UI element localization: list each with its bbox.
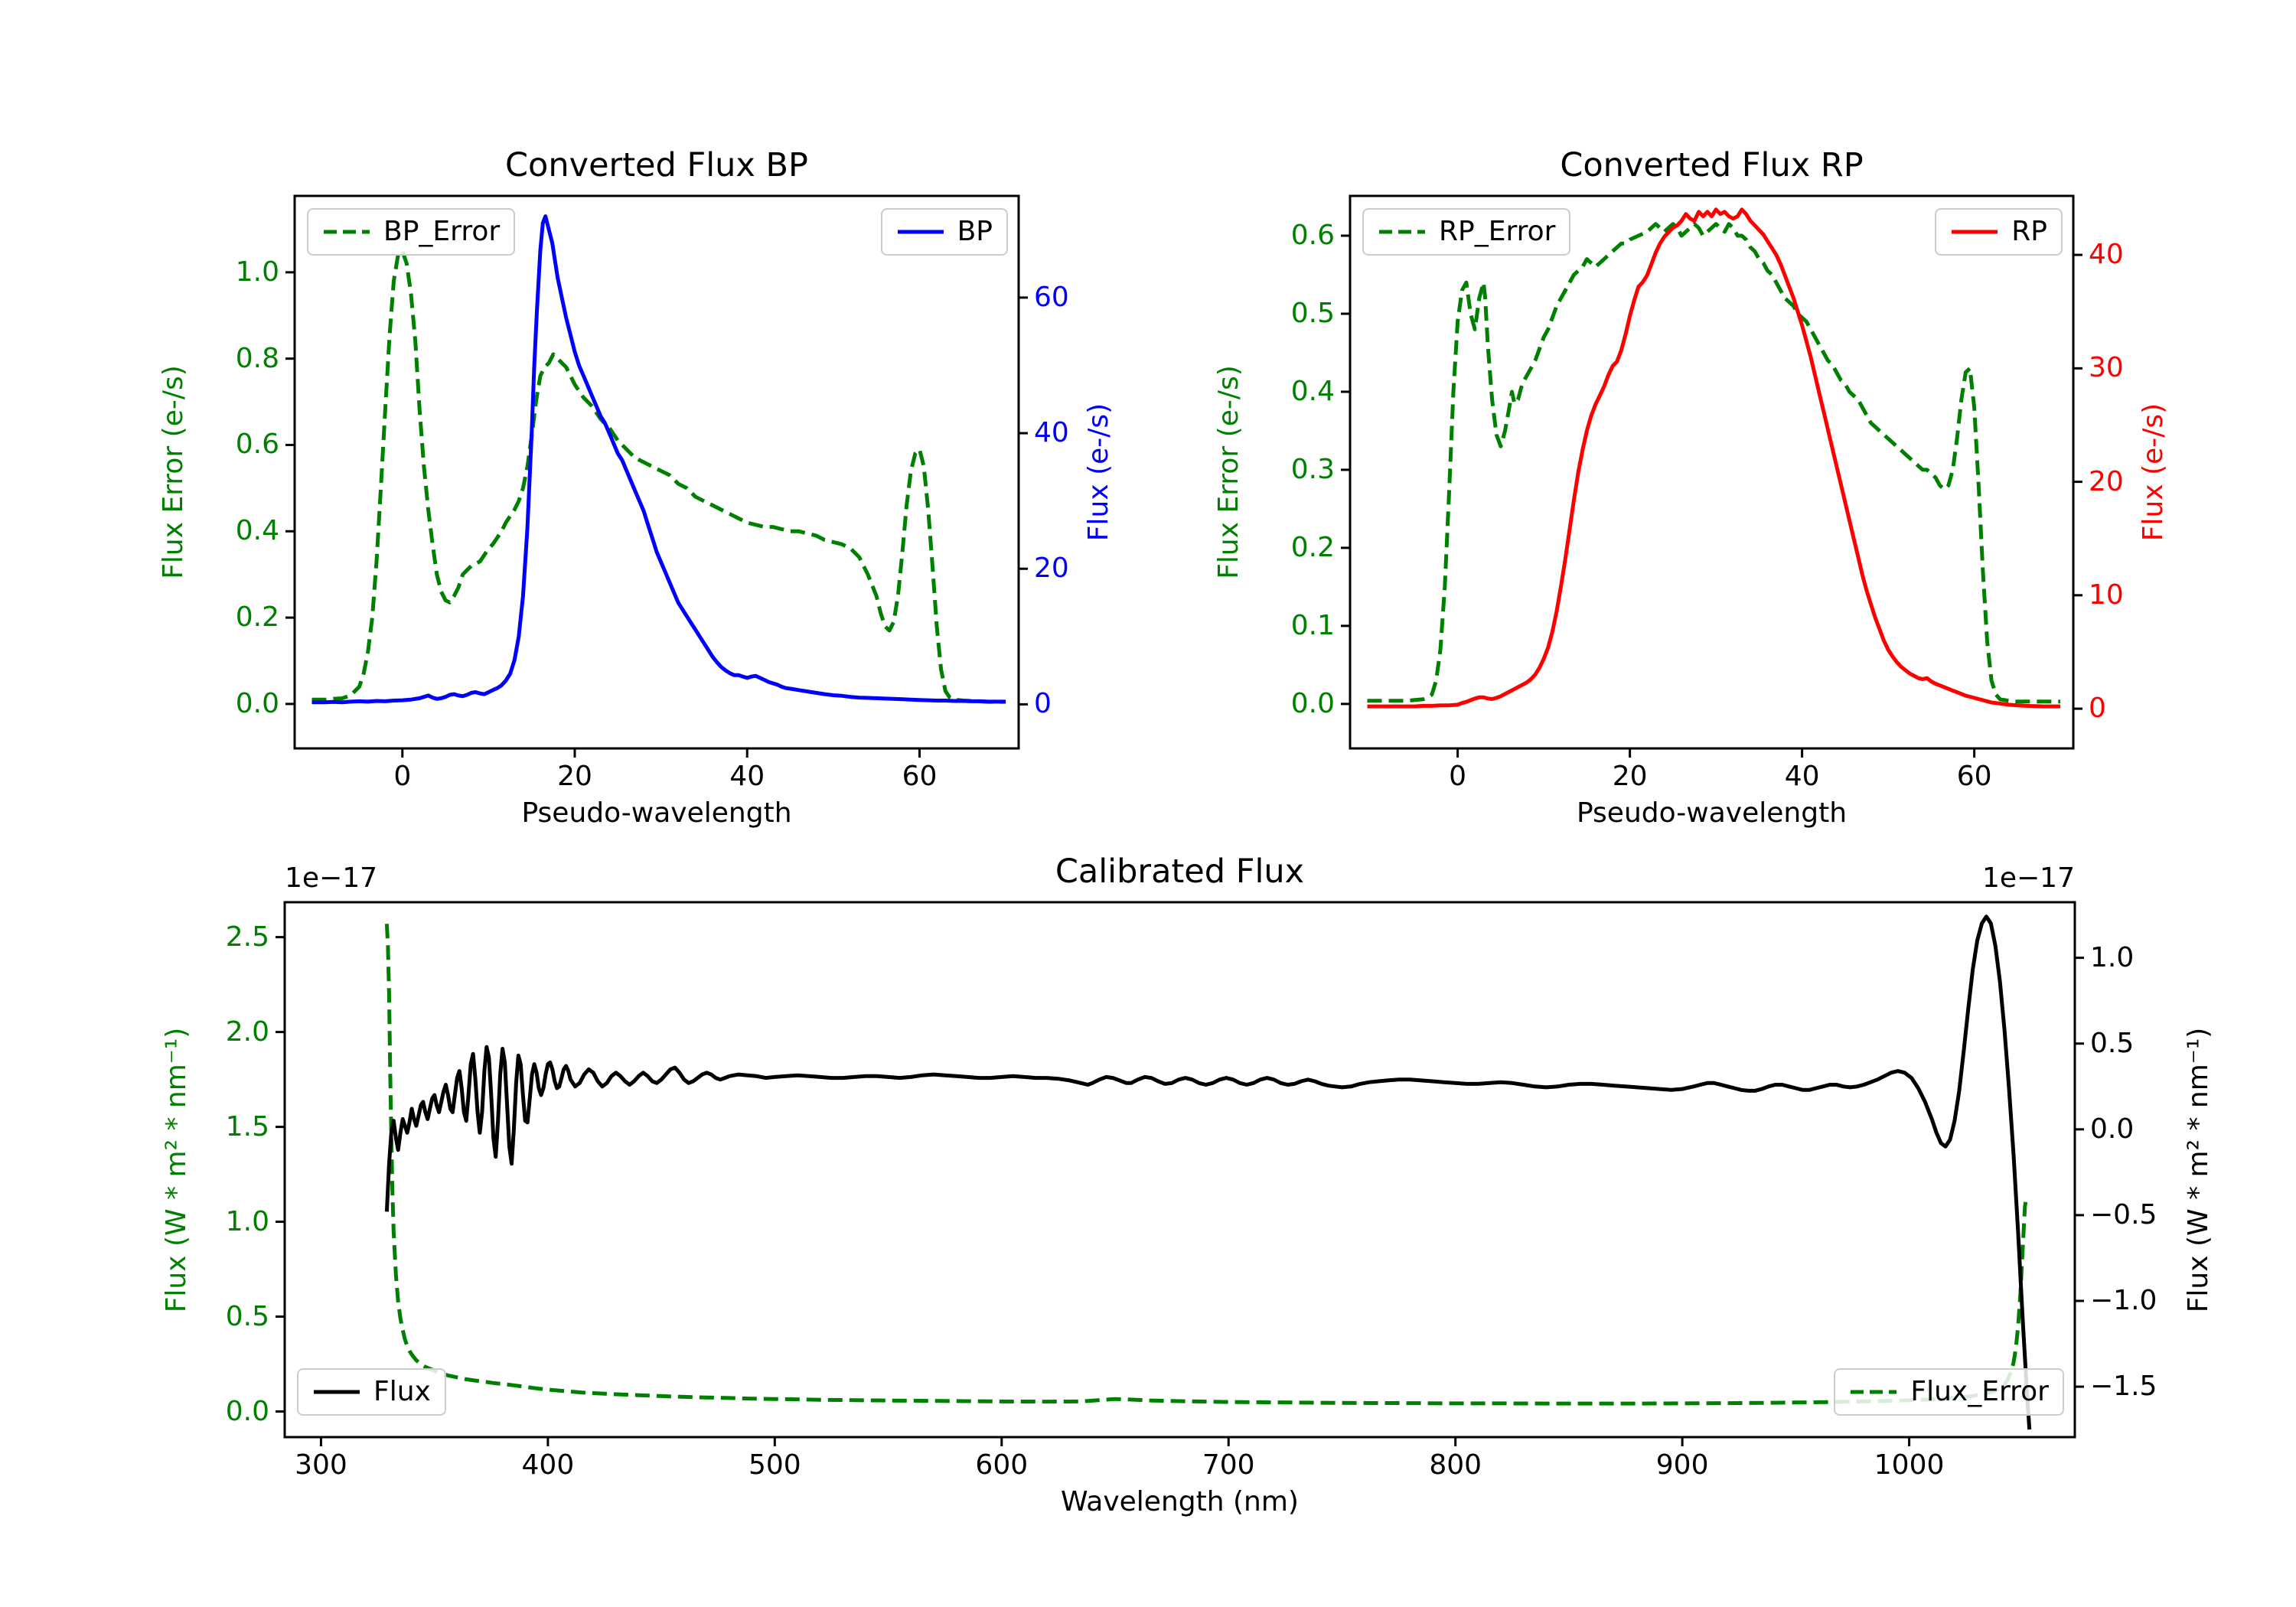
cal-ytick-label: 2.5	[225, 921, 269, 953]
bp-xtick-label: 60	[902, 761, 938, 792]
bp-error-line	[311, 249, 1006, 704]
cal-legend-flux-error: Flux_Error	[1834, 1368, 2064, 1416]
bp-line	[311, 214, 1006, 705]
cal-left-axis-label: Flux (W * m² * nm⁻¹)	[161, 1027, 192, 1312]
cal-ytick-label: 1.5	[225, 1110, 269, 1143]
cal-ytick-label: 0.0	[225, 1395, 269, 1427]
bp-right-axis-label: Flux (e-/s)	[1083, 403, 1114, 542]
bp-ytick-label: 60	[1034, 281, 1069, 313]
cal-xtick-label: 1000	[1874, 1449, 1945, 1481]
bp-title: Converted Flux BP	[505, 146, 808, 184]
rp-ytick-label: 30	[2089, 352, 2124, 384]
cal-ytick-label: 1.0	[225, 1205, 269, 1237]
legend-line-sample	[314, 1390, 360, 1394]
cal-ytick-label: 0.5	[2090, 1027, 2135, 1059]
rp-legend-rp: RP	[1935, 208, 2063, 256]
bp-ytick-label: 1.0	[235, 256, 279, 288]
cal-xtick-label: 900	[1655, 1449, 1709, 1481]
rp-ytick-label: 10	[2089, 579, 2124, 611]
cal-legend-flux: Flux	[297, 1368, 446, 1416]
rp-line	[1367, 207, 2061, 709]
cal-xtick-label: 600	[975, 1449, 1029, 1481]
legend-line-sample	[324, 230, 370, 234]
bp-ytick-label: 0.4	[235, 515, 279, 547]
rp-ytick-label: 40	[2089, 239, 2124, 271]
cal-right-offset-text: 1e−17	[1981, 862, 2075, 894]
cal-xtick-label: 700	[1202, 1449, 1255, 1481]
rp-ytick-label: 0.3	[1290, 453, 1335, 485]
legend-line-sample	[897, 230, 944, 234]
cal-left-offset-text: 1e−17	[285, 862, 378, 894]
rp-xlabel: Pseudo-wavelength	[1576, 797, 1848, 829]
rp-ytick-label: 0.1	[1290, 609, 1335, 641]
bp-ytick-label: 0	[1034, 688, 1052, 720]
flux-line	[384, 914, 2032, 1430]
cal-ytick-label: −1.5	[2090, 1371, 2157, 1403]
cal-title: Calibrated Flux	[1055, 852, 1305, 891]
cal-ytick-label: 0.0	[2090, 1113, 2135, 1145]
legend-label: RP_Error	[1439, 216, 1556, 247]
cal-xtick-label: 300	[295, 1449, 347, 1481]
rp-legend-rp-error: RP_Error	[1362, 208, 1571, 256]
rp-title: Converted Flux RP	[1560, 146, 1864, 184]
rp-ytick-label: 0	[2089, 693, 2106, 725]
bp-ytick-label: 0.8	[235, 342, 279, 374]
flux-error-line	[384, 924, 2028, 1406]
rp-xtick-label: 40	[1784, 761, 1820, 792]
rp-ytick-label: 0.4	[1290, 375, 1335, 407]
cal-ytick-label: −0.5	[2090, 1198, 2157, 1231]
rp-error-line	[1367, 222, 2061, 704]
rp-ytick-label: 0.0	[1290, 687, 1335, 719]
cal-ytick-label: 0.5	[225, 1300, 269, 1332]
rp-ytick-label: 20	[2089, 465, 2124, 497]
legend-label: RP	[2011, 216, 2047, 247]
bp-ytick-label: 0.2	[235, 601, 279, 634]
rp-ytick-label: 0.6	[1290, 220, 1335, 251]
bp-xtick-label: 20	[557, 761, 592, 792]
bp-xtick-label: 40	[729, 761, 765, 792]
bp-legend-bp-error: BP_Error	[307, 208, 516, 256]
rp-xtick-label: 20	[1612, 761, 1648, 792]
cal-ytick-label: 2.0	[225, 1015, 269, 1048]
rp-xtick-label: 0	[1449, 761, 1467, 792]
cal-right-axis-label: Flux (W * m² * nm⁻¹)	[2183, 1027, 2214, 1312]
rp-ytick-label: 0.2	[1290, 531, 1335, 563]
cal-ytick-label: 1.0	[2090, 941, 2135, 973]
rp-right-axis-label: Flux (e-/s)	[2138, 403, 2169, 542]
legend-label: BP	[957, 216, 993, 247]
bp-ytick-label: 0.6	[235, 429, 279, 461]
legend-line-sample	[1379, 230, 1425, 234]
bp-ytick-label: 40	[1034, 417, 1069, 449]
legend-label: BP_Error	[383, 216, 501, 247]
legend-label: Flux_Error	[1910, 1376, 2049, 1407]
rp-xtick-label: 60	[1956, 761, 1992, 792]
cal-xlabel: Wavelength (nm)	[1061, 1486, 1299, 1517]
bp-left-axis-label: Flux Error (e-/s)	[158, 365, 189, 579]
cal-xtick-label: 400	[521, 1449, 575, 1481]
legend-label: Flux	[373, 1376, 431, 1407]
bp-legend-bp: BP	[880, 208, 1008, 256]
bp-axes-frame	[293, 194, 1020, 750]
cal-xtick-label: 800	[1429, 1449, 1482, 1481]
cal-ytick-label: −1.0	[2090, 1284, 2157, 1316]
bp-ytick-label: 20	[1034, 553, 1069, 585]
bp-xtick-label: 0	[393, 761, 412, 792]
rp-ytick-label: 0.5	[1290, 297, 1335, 329]
cal-xtick-label: 500	[748, 1449, 801, 1481]
rp-left-axis-label: Flux Error (e-/s)	[1213, 365, 1244, 579]
rp-axes-frame	[1349, 194, 2075, 750]
legend-line-sample	[1851, 1390, 1897, 1394]
bp-ytick-label: 0.0	[235, 687, 279, 719]
cal-axes-frame	[283, 901, 2076, 1439]
legend-line-sample	[1952, 230, 1998, 234]
bp-xlabel: Pseudo-wavelength	[521, 797, 792, 829]
